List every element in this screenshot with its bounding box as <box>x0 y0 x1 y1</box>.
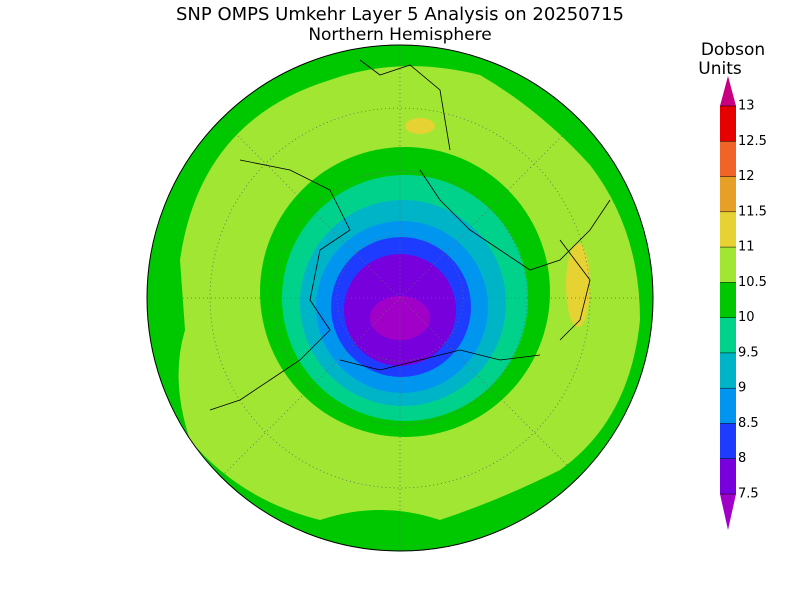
colorbar-tick-label: 11.5 <box>738 204 767 219</box>
colorbar-tick-label: 12.5 <box>738 134 767 149</box>
colorbar-bin <box>720 352 736 389</box>
colorbar-tick-label: 13 <box>738 99 755 114</box>
colorbar-tick-label: 12 <box>738 169 755 184</box>
colorbar-tick-label: 8.5 <box>738 416 759 431</box>
colorbar-tick-label: 8 <box>738 451 746 466</box>
coastlines <box>209 59 611 411</box>
colorbar: Dobson Units 7.5 8 8.5 9 9.5 10 10.5 11 11.5 12 12… <box>698 40 767 530</box>
colorbar-tick-label: 9.5 <box>738 345 759 360</box>
map-border <box>146 44 654 552</box>
field-band <box>566 243 590 327</box>
graticule <box>147 45 653 551</box>
colorbar-label: Units <box>698 59 742 79</box>
field-band <box>405 118 435 134</box>
colorbar-bin <box>720 176 736 212</box>
colorbar-tick-label: 11 <box>738 240 755 255</box>
colorbar-bin <box>720 388 736 424</box>
colorbar-bin <box>720 282 736 318</box>
colorbar-tick-label: 7.5 <box>738 487 759 502</box>
colorbar-bin <box>720 106 736 142</box>
colorbar-bin <box>720 211 736 248</box>
colorbar-bin <box>720 247 736 283</box>
colorbar-bin <box>720 458 736 494</box>
subtitle: Northern Hemisphere <box>308 25 491 45</box>
colorbar-tick-label: 10 <box>738 310 755 325</box>
title: SNP OMPS Umkehr Layer 5 Analysis on 2025… <box>176 4 624 25</box>
colorbar-bin <box>720 141 736 177</box>
colorbar-bin <box>720 317 736 353</box>
colorbar-tick-label: 10.5 <box>738 275 767 290</box>
colorbar-arrow-low <box>720 494 736 530</box>
colorbar-arrow-high <box>720 76 736 106</box>
colorbar-bin <box>720 423 736 459</box>
colorbar-tick-label: 9 <box>738 381 746 396</box>
colorbar-label: Dobson <box>701 40 765 60</box>
